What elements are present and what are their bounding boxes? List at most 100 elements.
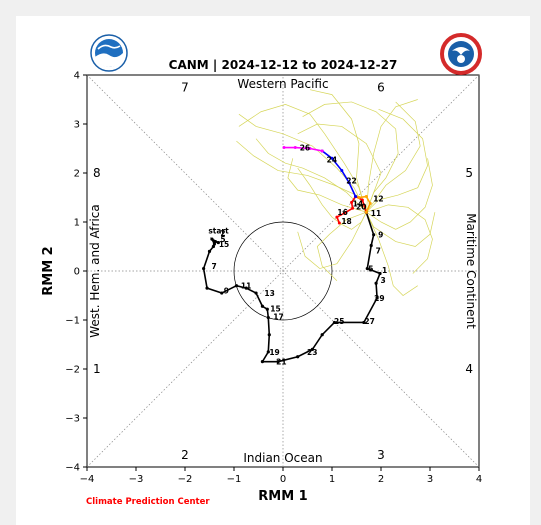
observed-point xyxy=(213,240,217,244)
ensemble-line xyxy=(302,101,399,213)
y-tick-label: −1 xyxy=(65,316,80,327)
observed-point xyxy=(220,291,224,295)
unit-circle xyxy=(233,221,333,321)
forecast-point xyxy=(368,201,372,205)
chart-card: −4 −3 −2 −1 0 1 2 3 4 −4 −3 −2 −1 0 1 2 3 4 1 3 5 7 9 11 2 5 15 7 9… xyxy=(16,16,530,525)
observed-point xyxy=(267,333,271,337)
x-axis-label: RMM 1 xyxy=(258,489,307,504)
observed-point xyxy=(202,266,206,271)
region-label-bottom: Indian Ocean xyxy=(243,451,322,465)
ensemble-line xyxy=(365,212,418,296)
forecast-day-label: 12 xyxy=(373,194,383,203)
day-label: 5 xyxy=(368,265,373,274)
y-tick-label: 0 xyxy=(74,267,80,278)
region-label-right: Maritime Continent xyxy=(464,213,478,329)
forecast-point xyxy=(282,146,286,150)
day-label: 5 xyxy=(220,235,225,244)
chart-title: CANM | 2024-12-12 to 2024-12-27 xyxy=(169,58,398,72)
region-label-left: West. Hem. and Africa xyxy=(88,204,102,337)
day-label: 25 xyxy=(334,317,344,326)
day-label: 21 xyxy=(276,358,286,367)
ensemble-line xyxy=(297,123,382,213)
phase-number: 2 xyxy=(181,448,189,462)
observed-point xyxy=(310,347,314,351)
phase-number: 7 xyxy=(181,80,189,94)
region-label-top: Western Pacific xyxy=(237,77,328,91)
day-label: 7 xyxy=(376,246,381,255)
observed-point xyxy=(234,284,239,288)
x-tick-label: 4 xyxy=(476,474,482,485)
forecast-point xyxy=(354,195,358,199)
forecast-point xyxy=(293,146,297,150)
ensemble-line xyxy=(297,212,367,269)
observed-point xyxy=(378,271,382,276)
phase-number: 3 xyxy=(377,448,385,462)
ensemble-line xyxy=(255,138,367,213)
x-tick-label: −3 xyxy=(129,474,144,485)
day-label: 1 xyxy=(382,266,387,275)
x-tick-label: 2 xyxy=(378,474,384,485)
forecast-day-label: 20 xyxy=(356,202,366,211)
forecast-point xyxy=(364,210,368,214)
observed-point xyxy=(210,237,214,241)
y-tick-label: −2 xyxy=(65,365,80,376)
day-label: 15 xyxy=(219,240,229,249)
ensemble-line xyxy=(366,158,433,230)
forecast-day-label: 16 xyxy=(337,208,347,217)
ensemble-line xyxy=(297,167,367,230)
credit-text: Climate Prediction Center xyxy=(86,497,210,507)
x-tick-label: −1 xyxy=(227,474,242,485)
day-label: 15 xyxy=(270,305,280,314)
phase-number: 1 xyxy=(93,362,101,376)
phase-number: 4 xyxy=(465,362,473,376)
forecast-point xyxy=(308,147,312,150)
day-label: 9 xyxy=(224,287,229,296)
observed-point xyxy=(212,242,216,246)
y-tick-label: −3 xyxy=(65,414,80,425)
y-tick-label: 2 xyxy=(74,169,80,180)
day-label: 2 xyxy=(220,229,225,238)
forecast-point xyxy=(320,149,324,153)
day-label: 23 xyxy=(307,348,317,357)
forecast-day-label: 18 xyxy=(341,217,351,226)
day-label: 9 xyxy=(378,231,383,240)
forecast-day-label: 14 xyxy=(353,199,363,208)
day-label: 11 xyxy=(241,282,251,291)
phase-number: 6 xyxy=(377,80,385,94)
y-tick-label: 4 xyxy=(74,71,80,82)
y-axis-label: RMM 2 xyxy=(41,246,56,295)
y-tick-label: 3 xyxy=(74,120,80,131)
phase-number: 5 xyxy=(465,166,473,180)
forecast-point xyxy=(337,221,341,225)
observed-point xyxy=(207,249,212,253)
day-label: 19 xyxy=(269,348,279,357)
observed-point xyxy=(365,266,369,271)
ensemble-line xyxy=(366,108,428,213)
observed-point xyxy=(260,360,265,364)
forecast-point xyxy=(364,195,368,199)
observed-point xyxy=(372,233,376,237)
observed-point xyxy=(369,243,373,248)
observed-point xyxy=(260,304,265,308)
y-tick-label: 1 xyxy=(74,218,80,229)
forecast-point xyxy=(350,200,354,204)
ensemble-line xyxy=(366,101,421,213)
observed-point xyxy=(211,244,216,249)
x-tick-label: −2 xyxy=(178,474,193,485)
phase-number: 8 xyxy=(93,166,101,180)
ensemble-line xyxy=(316,211,367,282)
observed-point xyxy=(332,320,337,325)
observed-point xyxy=(375,296,379,300)
forecast-line xyxy=(283,146,323,152)
observed-point xyxy=(320,333,324,337)
day-label: 3 xyxy=(381,276,386,285)
forecast-point xyxy=(342,211,346,215)
forecast-day-label: 26 xyxy=(300,144,310,153)
forecast-point xyxy=(335,215,339,219)
observed-point xyxy=(205,286,209,290)
day-label: 29 xyxy=(374,294,384,303)
x-tick-label: 0 xyxy=(280,474,286,485)
